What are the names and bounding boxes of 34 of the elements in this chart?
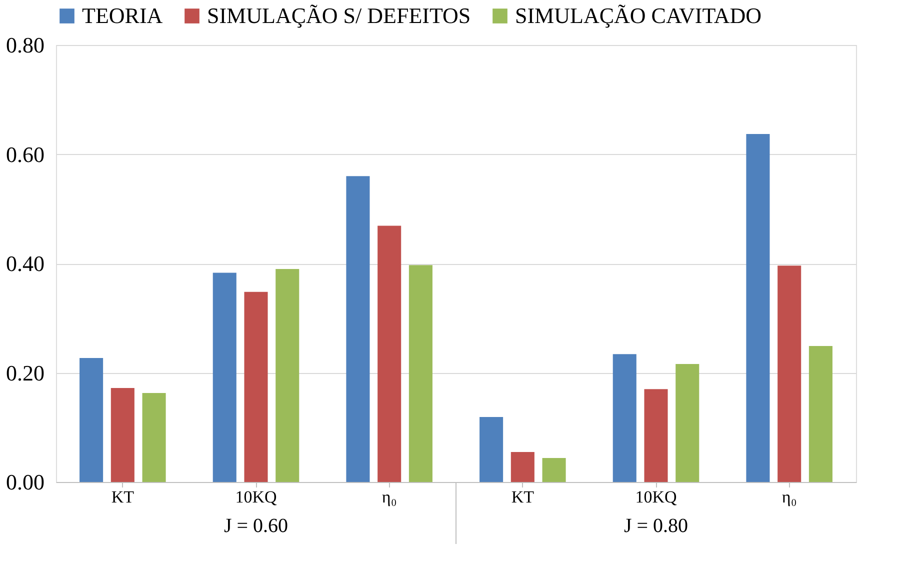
y-tick-label: 0.60 xyxy=(6,142,44,167)
bar xyxy=(778,266,802,482)
y-tick-label: 0.20 xyxy=(6,360,44,386)
text: J = 0.60 xyxy=(224,515,288,537)
bar xyxy=(408,265,432,482)
x-tick-label: KT xyxy=(111,488,135,506)
y-tick-label: 0.00 xyxy=(6,470,44,494)
bar xyxy=(212,272,236,482)
bar xyxy=(808,346,832,482)
bar xyxy=(612,354,636,482)
x-tick-label: η₀ xyxy=(782,488,797,506)
bar xyxy=(110,388,134,482)
legend-label: SIMULAÇÃO CAVITADO xyxy=(515,3,762,28)
legend-label: SIMULAÇÃO S/ DEFEITOS xyxy=(207,3,471,28)
y-tick-label: 0.40 xyxy=(6,251,44,276)
text: J = 0.80 xyxy=(624,515,688,537)
bar xyxy=(244,292,268,482)
x-tick-label: KT xyxy=(511,488,535,506)
bar xyxy=(276,268,300,482)
bar xyxy=(510,452,534,482)
bar xyxy=(542,458,566,482)
bar xyxy=(80,358,104,482)
x-tick-label: 10KQ xyxy=(235,488,277,506)
bar xyxy=(378,226,402,482)
y-tick-label: 0.80 xyxy=(6,32,44,58)
bar xyxy=(676,364,700,482)
bar xyxy=(644,389,668,482)
bar xyxy=(346,176,370,482)
x-tick-label: 10KQ xyxy=(635,488,677,506)
legend-label: TEORIA xyxy=(82,3,163,28)
bar xyxy=(480,416,504,482)
bar xyxy=(746,134,770,482)
x-tick-label: η₀ xyxy=(382,488,397,506)
bar xyxy=(142,392,166,482)
